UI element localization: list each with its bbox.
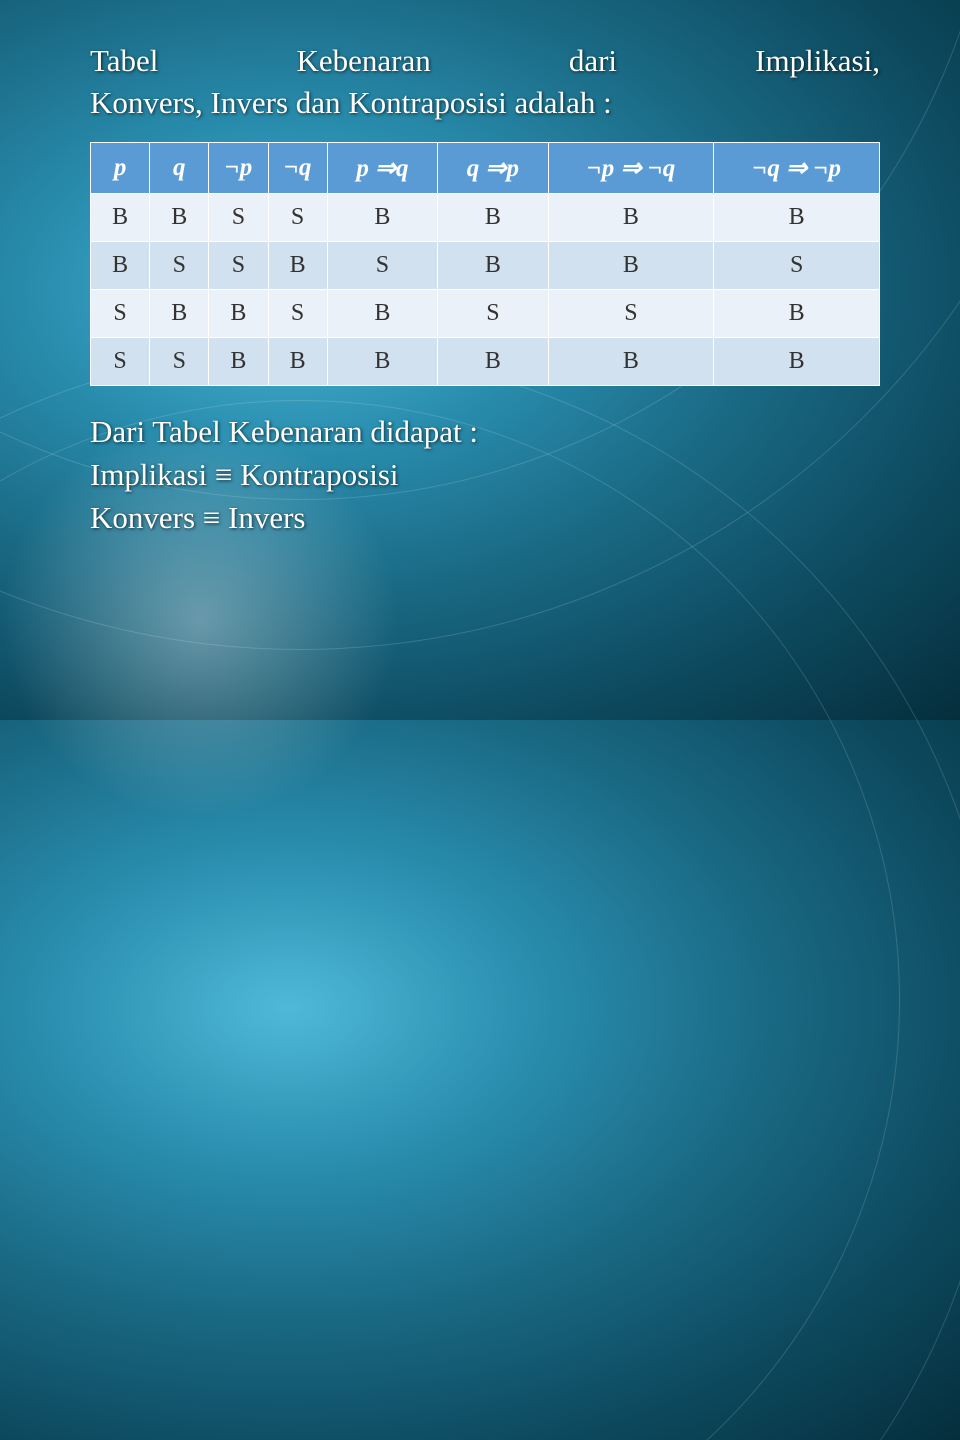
- cell: S: [91, 337, 150, 385]
- table-row: B B S S B B B B: [91, 193, 880, 241]
- conclusion-line: Dari Tabel Kebenaran didapat :: [90, 410, 880, 453]
- cell: B: [438, 337, 548, 385]
- cell: B: [438, 241, 548, 289]
- cell: B: [209, 289, 268, 337]
- conclusion-line: Implikasi ≡ Kontraposisi: [90, 453, 880, 496]
- slide-content: Tabel Kebenaran dari Implikasi, Konvers,…: [0, 0, 960, 580]
- slide-title: Tabel Kebenaran dari Implikasi, Konvers,…: [90, 40, 880, 124]
- cell: B: [327, 193, 437, 241]
- cell: B: [268, 337, 327, 385]
- cell: B: [548, 241, 714, 289]
- cell: B: [91, 193, 150, 241]
- col-header: q: [150, 142, 209, 193]
- cell: B: [714, 337, 880, 385]
- table-row: S B B S B S S B: [91, 289, 880, 337]
- col-header: ¬q: [268, 142, 327, 193]
- cell: S: [91, 289, 150, 337]
- cell: B: [548, 193, 714, 241]
- cell: S: [438, 289, 548, 337]
- cell: S: [209, 241, 268, 289]
- cell: B: [548, 337, 714, 385]
- table-row: B S S B S B B S: [91, 241, 880, 289]
- col-header: p: [91, 142, 150, 193]
- col-header: ¬q ⇒ ¬p: [714, 142, 880, 193]
- cell: S: [268, 193, 327, 241]
- col-header: p ⇒q: [327, 142, 437, 193]
- cell: B: [268, 241, 327, 289]
- cell: B: [327, 337, 437, 385]
- table-row: S S B B B B B B: [91, 337, 880, 385]
- conclusion-line: Konvers ≡ Invers: [90, 496, 880, 539]
- conclusion: Dari Tabel Kebenaran didapat : Implikasi…: [90, 410, 880, 540]
- cell: B: [209, 337, 268, 385]
- cell: S: [327, 241, 437, 289]
- cell: S: [150, 241, 209, 289]
- title-word: Tabel: [90, 40, 158, 82]
- cell: B: [91, 241, 150, 289]
- cell: S: [150, 337, 209, 385]
- cell: S: [209, 193, 268, 241]
- col-header: ¬p ⇒ ¬q: [548, 142, 714, 193]
- title-word: dari: [569, 40, 617, 82]
- cell: S: [268, 289, 327, 337]
- col-header: q ⇒p: [438, 142, 548, 193]
- col-header: ¬p: [209, 142, 268, 193]
- cell: B: [438, 193, 548, 241]
- cell: S: [548, 289, 714, 337]
- cell: B: [150, 193, 209, 241]
- cell: B: [327, 289, 437, 337]
- truth-table: p q ¬p ¬q p ⇒q q ⇒p ¬p ⇒ ¬q ¬q ⇒ ¬p B B …: [90, 142, 880, 386]
- table-header-row: p q ¬p ¬q p ⇒q q ⇒p ¬p ⇒ ¬q ¬q ⇒ ¬p: [91, 142, 880, 193]
- cell: S: [714, 241, 880, 289]
- cell: B: [150, 289, 209, 337]
- cell: B: [714, 289, 880, 337]
- title-word: Implikasi,: [755, 40, 880, 82]
- cell: B: [714, 193, 880, 241]
- title-line2: Konvers, Invers dan Kontraposisi adalah …: [90, 82, 880, 124]
- title-word: Kebenaran: [297, 40, 431, 82]
